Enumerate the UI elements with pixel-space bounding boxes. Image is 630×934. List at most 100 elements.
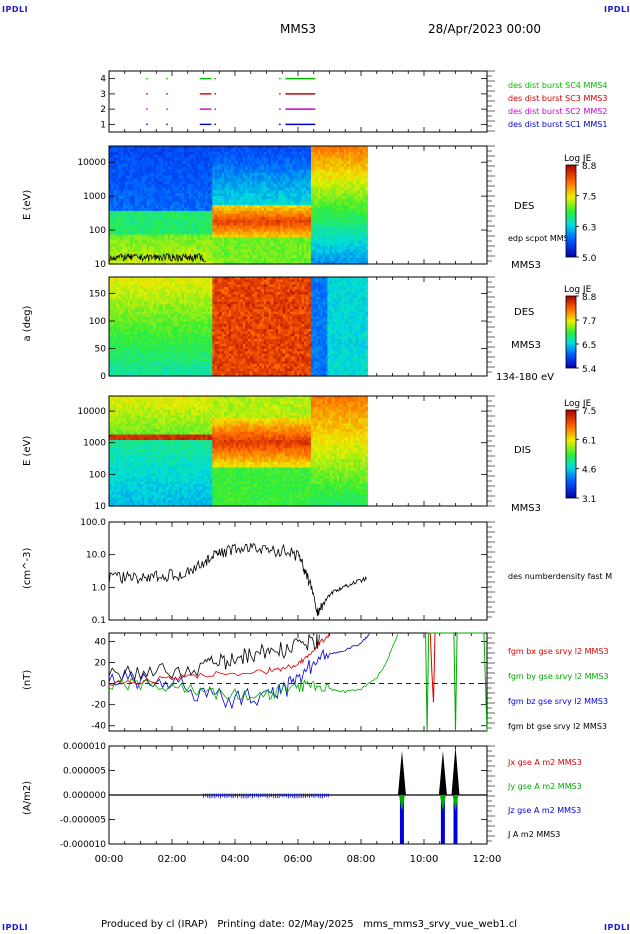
des-energy-panel-cell — [224, 231, 228, 236]
des-energy-panel-cell — [219, 190, 223, 194]
des-energy-panel-cell — [226, 166, 230, 171]
des-energy-panel-cell — [209, 261, 213, 265]
des-energy-panel-cell — [177, 222, 181, 227]
des-energy-panel-cell — [207, 216, 211, 221]
des-energy-panel-cell — [132, 187, 136, 191]
des-energy-panel-cell — [240, 178, 244, 182]
des-energy-panel-cell — [263, 160, 267, 165]
des-energy-panel-cell — [245, 252, 249, 256]
des-energy-panel-cell — [158, 246, 162, 250]
des-energy-panel-cell — [247, 166, 251, 171]
des-energy-panel-cell — [179, 169, 183, 174]
des-energy-panel-cell — [148, 154, 152, 159]
des-energy-panel-cell — [123, 148, 127, 153]
des-energy-panel-cell — [200, 261, 204, 265]
des-energy-panel-cell — [217, 216, 220, 221]
des-energy-panel-cell — [144, 240, 148, 244]
des-energy-panel-cell — [259, 216, 263, 221]
des-energy-panel-cell — [170, 210, 174, 215]
des-energy-panel-cell — [226, 237, 230, 241]
des-energy-panel-cell — [202, 193, 206, 197]
des-energy-panel-cell — [226, 157, 230, 162]
des-energy-panel-cell — [167, 187, 171, 191]
des-energy-panel-cell — [256, 163, 260, 168]
des-energy-panel-cell — [226, 234, 230, 239]
des-energy-panel-cell — [132, 202, 136, 206]
des-energy-panel-cell — [170, 225, 174, 230]
des-energy-panel-cell — [134, 225, 138, 230]
des-energy-panel-cell — [226, 172, 230, 177]
des-energy-panel-cell — [177, 146, 181, 150]
des-energy-panel-cell — [174, 243, 178, 247]
des-energy-panel-cell — [144, 151, 148, 156]
des-energy-panel-cell — [137, 205, 141, 209]
des-energy-panel-cell — [165, 228, 169, 233]
des-energy-panel-cell — [273, 246, 277, 250]
des-energy-panel-cell — [134, 258, 138, 262]
des-energy-panel-cell — [181, 163, 185, 168]
des-energy-panel-cell — [130, 240, 134, 244]
des-energy-panel-cell — [188, 160, 192, 165]
des-energy-panel-cell — [231, 225, 235, 230]
des-energy-panel-cell — [228, 225, 232, 230]
des-energy-panel-cell — [134, 199, 138, 203]
des-energy-panel-cell — [174, 190, 178, 194]
des-energy-panel-cell — [273, 166, 277, 171]
des-energy-panel-cell — [167, 148, 171, 153]
des-energy-panel-cell — [224, 243, 228, 247]
des-energy-panel-cell — [268, 213, 272, 218]
des-energy-panel-cell — [245, 246, 249, 250]
des-energy-panel-cell — [217, 169, 220, 174]
des-energy-panel-cell — [256, 148, 260, 153]
des-energy-panel-cell — [160, 148, 164, 153]
des-energy-panel-cell — [219, 151, 223, 156]
des-energy-panel-cell — [172, 249, 176, 253]
des-energy-panel-cell — [226, 151, 230, 156]
des-energy-panel-cell — [235, 193, 239, 197]
des-energy-panel-cell — [188, 243, 192, 247]
des-energy-panel-cell — [233, 205, 237, 209]
des-energy-panel-cell — [254, 181, 258, 185]
des-energy-panel-cell — [116, 205, 119, 209]
des-energy-panel-cell — [186, 240, 190, 244]
des-energy-panel-cell — [195, 216, 199, 221]
des-energy-panel-cell — [200, 172, 204, 177]
des-energy-panel-cell — [205, 255, 209, 259]
des-energy-panel-cell — [130, 216, 134, 221]
des-energy-panel-cell — [163, 199, 166, 203]
des-energy-panel-cell — [249, 190, 253, 194]
des-energy-panel-cell — [165, 225, 169, 230]
des-energy-panel-cell — [116, 169, 119, 174]
des-energy-panel-cell — [266, 202, 270, 206]
des-energy-panel-cell — [139, 163, 143, 168]
des-energy-panel-cell — [125, 199, 129, 203]
des-energy-panel-cell — [165, 154, 169, 159]
des-energy-panel-cell — [125, 205, 129, 209]
des-energy-panel-cell — [271, 210, 274, 215]
des-energy-panel-cell — [111, 196, 115, 200]
des-energy-panel-cell — [155, 169, 159, 174]
des-energy-panel-cell — [238, 225, 242, 230]
des-energy-panel-cell — [170, 213, 174, 218]
des-energy-panel-cell — [137, 240, 141, 244]
des-energy-panel-cell — [245, 196, 249, 200]
des-energy-panel-cell — [202, 181, 206, 185]
des-energy-panel-cell — [134, 163, 138, 168]
des-energy-panel-cell — [205, 205, 209, 209]
des-energy-panel-cell — [266, 252, 270, 256]
des-energy-panel-cell — [111, 178, 115, 182]
des-energy-panel-cell — [247, 216, 251, 221]
des-energy-panel-cell — [123, 181, 127, 185]
des-energy-panel-cell — [271, 199, 274, 203]
des-energy-panel-cell — [134, 231, 138, 236]
des-energy-panel-cell — [127, 210, 131, 215]
des-energy-panel-cell — [259, 178, 263, 182]
des-energy-panel-cell — [191, 207, 195, 212]
des-energy-panel-cell — [202, 249, 206, 253]
des-energy-panel-cell — [177, 169, 181, 174]
des-energy-panel-cell — [109, 205, 112, 209]
des-energy-panel-cell — [132, 181, 136, 185]
des-energy-panel-cell — [256, 234, 260, 239]
des-energy-panel-cell — [148, 246, 152, 250]
des-energy-panel-cell — [113, 184, 117, 188]
